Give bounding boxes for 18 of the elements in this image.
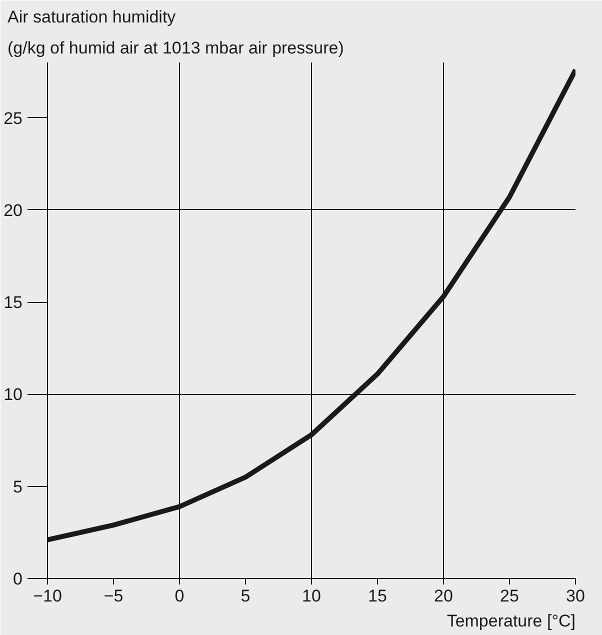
x-tick-label: −10 [33,586,62,606]
x-tick-label: 10 [302,586,321,606]
y-tick-label: 25 [4,108,23,128]
x-tick-label: −5 [104,586,124,606]
x-tick-label: 25 [500,586,519,606]
x-axis-title: Temperature [°C] [446,612,576,630]
x-tick-label: 20 [434,586,453,606]
chart-subtitle: (g/kg of humid air at 1013 mbar air pressure) [8,38,344,58]
y-tick-label: 15 [4,293,23,312]
x-tick-label: 30 [566,586,585,606]
y-tick-label: 20 [4,200,23,220]
y-tick-label: 0 [13,570,23,588]
x-tick-label: 0 [174,586,184,606]
chart-title: Air saturation humidity [8,8,176,26]
x-tick-label: 15 [368,586,387,606]
y-tick-label: 10 [4,385,23,404]
y-tick-label: 5 [13,477,23,496]
x-tick-label: 5 [240,586,250,606]
